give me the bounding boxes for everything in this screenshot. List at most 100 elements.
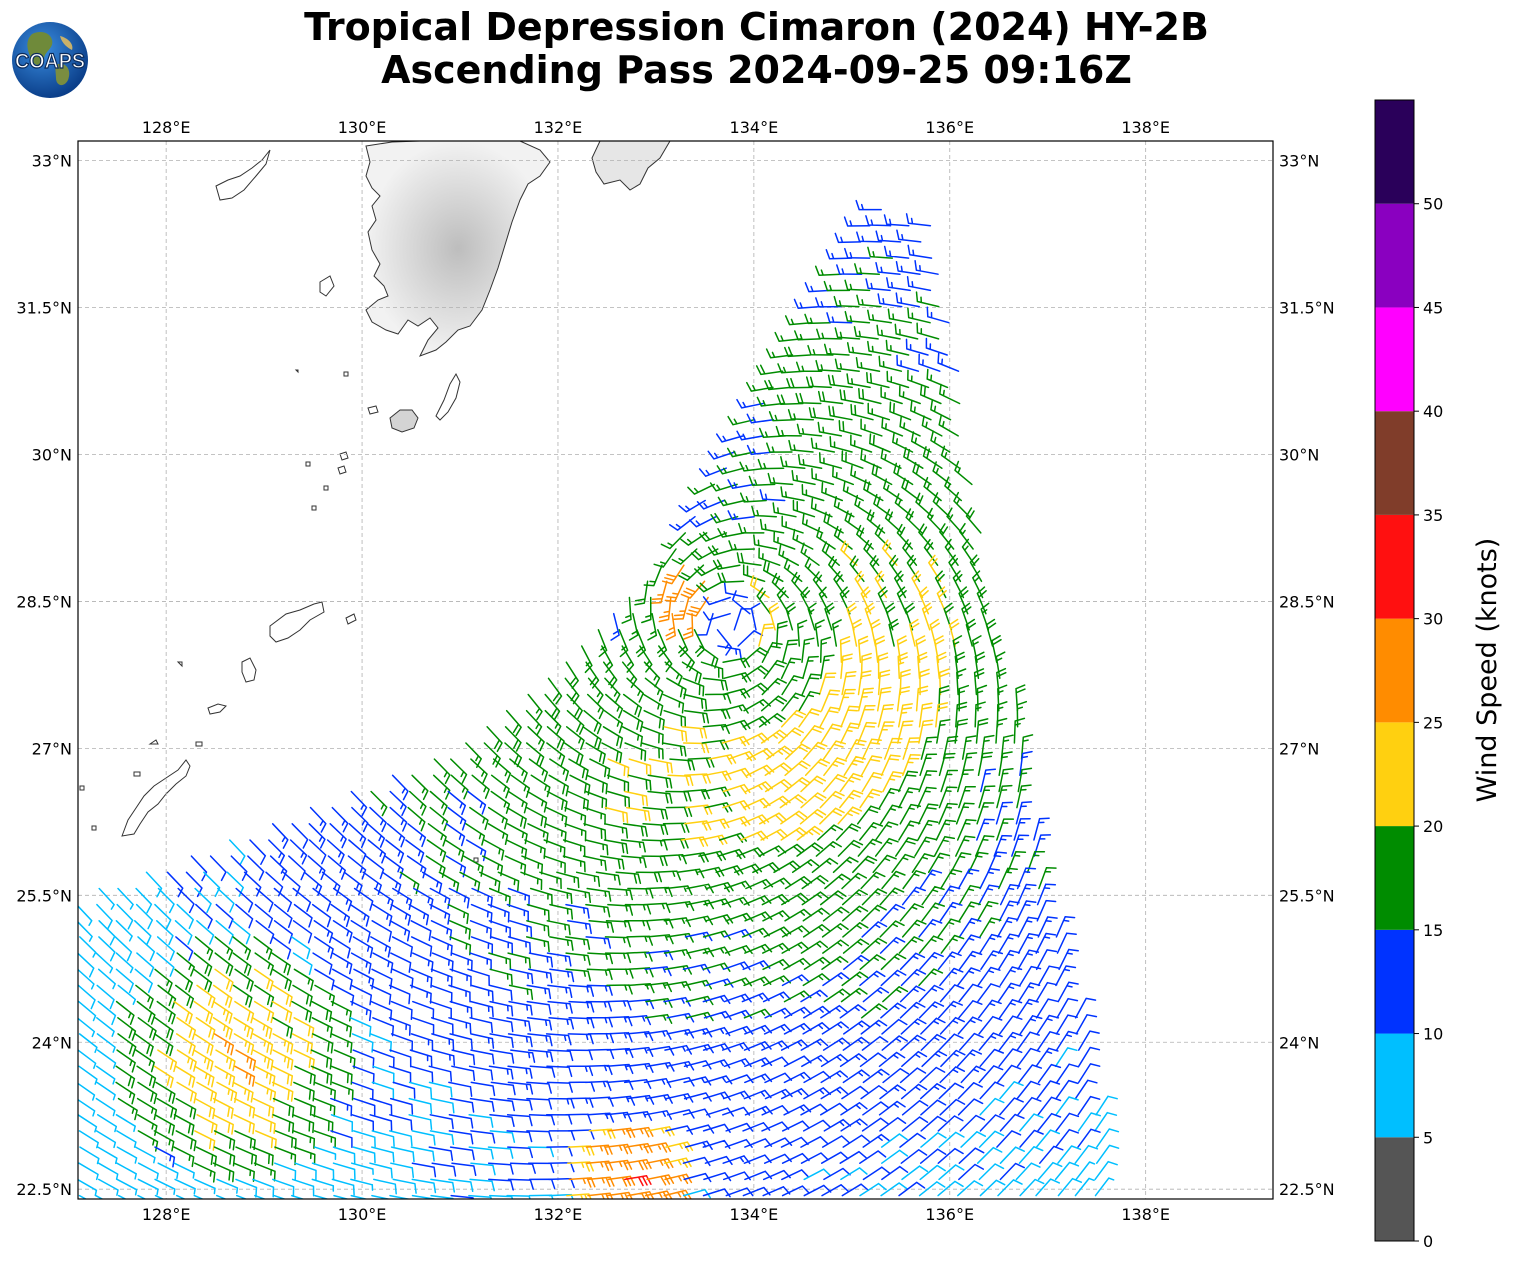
wind-barb	[826, 312, 853, 324]
wind-barb	[213, 1146, 236, 1167]
wind-barb	[265, 871, 284, 897]
wind-barb	[915, 685, 929, 712]
wind-barb	[722, 961, 751, 971]
wind-barb	[956, 818, 977, 841]
wind-barb	[879, 804, 903, 825]
wind-barb	[585, 1000, 613, 1012]
wind-barb	[469, 1178, 495, 1192]
wind-barb	[926, 306, 950, 324]
wind-barb	[823, 757, 848, 777]
wind-barb	[802, 924, 831, 938]
wind-barb	[751, 505, 778, 518]
wind-barb	[115, 968, 134, 994]
wind-barb	[839, 722, 861, 744]
lon-tick-top: 136°E	[925, 118, 974, 137]
wind-barb	[882, 771, 904, 793]
wind-barb	[932, 461, 952, 486]
wind-barb	[467, 968, 490, 987]
wind-barb	[841, 905, 869, 922]
wind-barb	[271, 936, 292, 960]
wind-barb	[762, 991, 791, 1003]
wind-barb	[254, 1081, 277, 1103]
wind-barb	[997, 1179, 1023, 1197]
wind-barb	[1019, 750, 1033, 777]
wind-barb	[643, 564, 663, 587]
wind-barb	[748, 475, 776, 486]
wind-barb	[604, 1143, 633, 1155]
wind-barb	[761, 893, 790, 906]
wind-barb	[407, 806, 426, 832]
wind-barb	[1074, 1079, 1098, 1100]
wind-barb	[390, 952, 412, 973]
wind-barb	[802, 907, 830, 922]
wind-barb	[752, 862, 781, 874]
wind-barb	[599, 855, 625, 870]
wind-barb	[567, 1145, 595, 1156]
coastline-layer	[79, 141, 671, 863]
wind-barb	[1055, 965, 1077, 987]
wind-barb	[895, 260, 921, 275]
wind-barb	[96, 903, 113, 930]
wind-barb	[958, 785, 976, 809]
colorbar-bin	[1375, 826, 1414, 930]
wind-barb	[839, 1150, 867, 1164]
wind-barb	[702, 677, 729, 691]
wind-barb	[952, 635, 963, 663]
wind-barb	[819, 636, 832, 663]
wind-barb	[607, 968, 634, 979]
wind-barb	[471, 774, 490, 799]
wind-barb	[193, 1033, 214, 1056]
wind-barb	[792, 528, 814, 550]
wind-barb	[556, 871, 580, 889]
wind-barb	[780, 1039, 809, 1051]
wind-barb	[351, 1081, 374, 1101]
wind-barb	[1057, 1177, 1083, 1197]
wind-barb	[880, 447, 902, 469]
wind-barb	[367, 823, 386, 848]
wind-barb	[487, 806, 508, 830]
wind-barb	[448, 1017, 472, 1034]
lon-tick-top: 130°E	[338, 118, 387, 137]
wind-barb	[602, 726, 624, 749]
wind-barb	[430, 1178, 456, 1193]
wind-barb	[607, 1175, 636, 1187]
wind-barb	[780, 1088, 809, 1100]
wind-barb	[896, 686, 911, 712]
wind-barb	[214, 968, 234, 993]
wind-barb	[173, 1146, 195, 1168]
wind-barb	[834, 358, 860, 372]
wind-barb	[725, 1187, 754, 1197]
wind-barb	[827, 374, 853, 389]
wind-barb	[854, 263, 881, 275]
wind-barb	[272, 1017, 293, 1039]
wind-barb	[703, 770, 732, 782]
wind-barb	[802, 655, 819, 680]
wind-barb	[937, 951, 962, 971]
wind-barb	[116, 1162, 137, 1180]
wind-barb	[293, 968, 314, 991]
wind-barb	[708, 754, 737, 765]
wind-barb	[761, 1105, 790, 1116]
wind-barb	[585, 1064, 613, 1076]
wind-barb	[621, 661, 638, 689]
wind-barb	[742, 564, 766, 583]
wind-barb	[445, 855, 467, 878]
wind-barb	[899, 903, 925, 922]
wind-barb	[781, 974, 810, 987]
wind-barb	[923, 476, 942, 502]
wind-barb	[214, 952, 234, 977]
wind-barb	[450, 952, 473, 971]
wind-barb	[861, 771, 884, 793]
wind-barb	[920, 736, 938, 760]
wind-barb	[903, 446, 924, 469]
wind-barb	[564, 823, 587, 842]
wind-barb	[820, 1070, 849, 1084]
wind-barb	[488, 1178, 514, 1191]
wind-barb	[154, 1194, 165, 1199]
wind-barb	[881, 1035, 908, 1051]
wind-barb	[271, 968, 292, 992]
wind-barb	[451, 1065, 476, 1082]
wind-barb	[78, 1033, 98, 1054]
wind-barb	[910, 400, 932, 421]
wind-barb	[760, 729, 788, 744]
